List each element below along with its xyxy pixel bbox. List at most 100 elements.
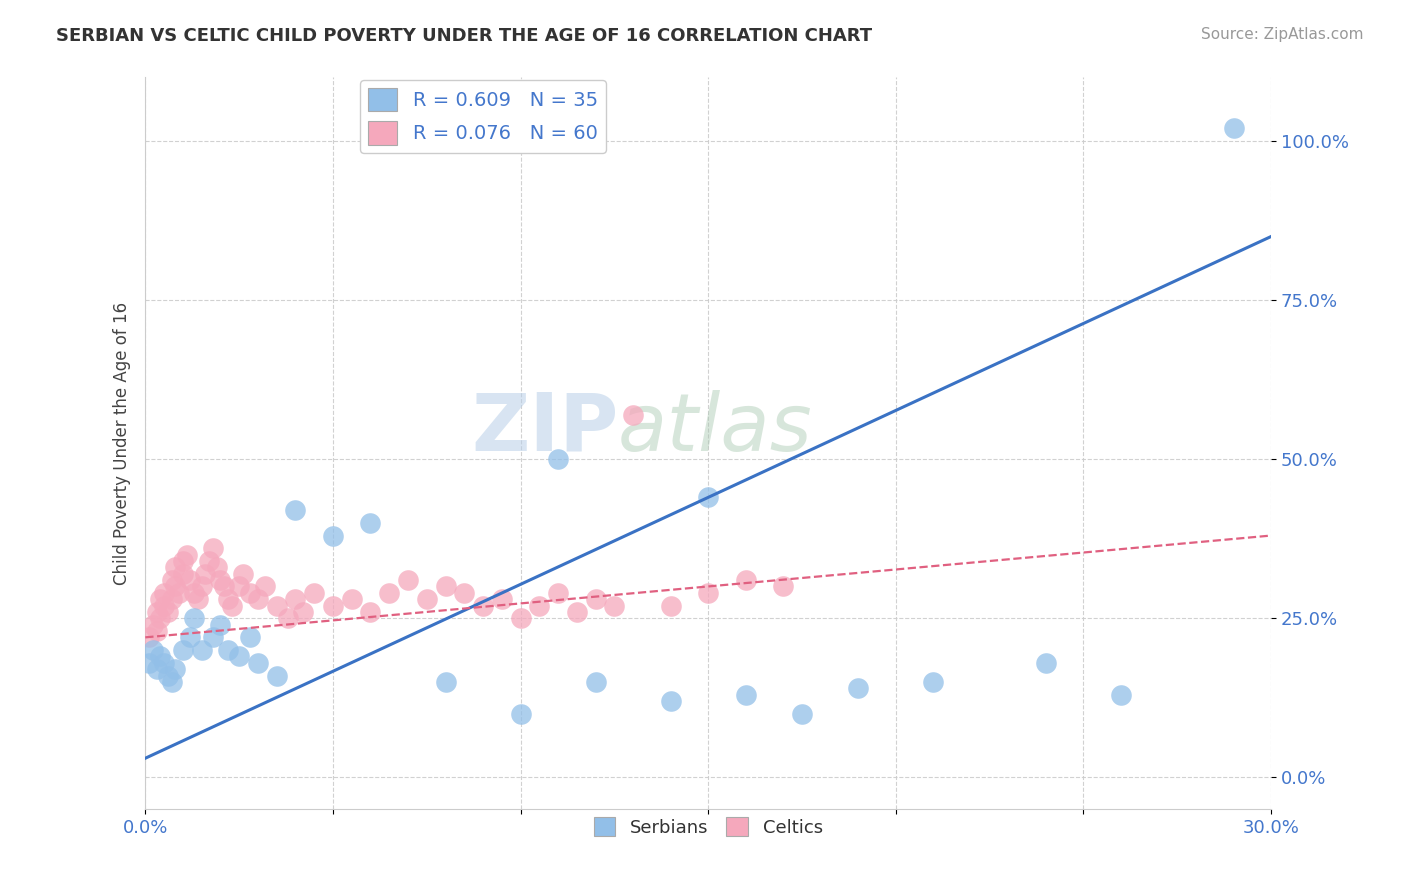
Point (772, 579, 794, 593)
Point (254, 579, 277, 593)
Point (228, 579, 250, 593)
Point (142, 617, 165, 632)
Point (217, 643, 239, 657)
Point (209, 573, 232, 587)
Point (165, 579, 187, 593)
Text: SERBIAN VS CELTIC CHILD POVERTY UNDER THE AGE OF 16 CORRELATION CHART: SERBIAN VS CELTIC CHILD POVERTY UNDER TH… (56, 27, 872, 45)
Point (246, 592, 269, 607)
Point (153, 586, 176, 600)
Text: Source: ZipAtlas.com: Source: ZipAtlas.com (1201, 27, 1364, 42)
Point (603, 599, 626, 613)
Point (453, 586, 475, 600)
Point (179, 631, 201, 645)
Legend: Serbians, Celtics: Serbians, Celtics (586, 810, 830, 844)
Point (266, 599, 288, 613)
Point (165, 560, 187, 574)
Point (284, 592, 307, 607)
Point (187, 592, 209, 607)
Point (160, 592, 183, 607)
Point (1109, 688, 1132, 702)
Point (509, 611, 531, 625)
Point (359, 516, 381, 530)
Point (846, 681, 869, 696)
Point (156, 668, 179, 682)
Point (1035, 656, 1057, 670)
Y-axis label: Child Poverty Under the Age of 16: Child Poverty Under the Age of 16 (114, 301, 131, 585)
Point (138, 656, 160, 670)
Point (145, 605, 167, 619)
Point (302, 586, 325, 600)
Point (217, 592, 239, 607)
Point (228, 649, 250, 664)
Point (160, 573, 183, 587)
Point (547, 586, 569, 600)
Point (194, 566, 217, 581)
Point (201, 631, 224, 645)
Point (153, 656, 176, 670)
Point (198, 554, 221, 568)
Point (734, 573, 756, 587)
Point (145, 624, 167, 638)
Point (322, 528, 344, 542)
Point (547, 452, 569, 467)
Text: atlas: atlas (619, 390, 813, 467)
Point (172, 643, 194, 657)
Point (172, 566, 194, 581)
Point (434, 579, 457, 593)
Point (509, 706, 531, 721)
Point (291, 605, 314, 619)
Point (659, 694, 682, 708)
Point (697, 491, 720, 505)
Point (922, 674, 945, 689)
Point (790, 706, 813, 721)
Point (167, 586, 190, 600)
Point (246, 656, 269, 670)
Point (221, 599, 243, 613)
Point (149, 592, 172, 607)
Point (172, 554, 194, 568)
Point (322, 599, 344, 613)
Point (201, 541, 224, 556)
Point (529, 599, 551, 613)
Point (416, 592, 439, 607)
Point (190, 579, 212, 593)
Point (434, 674, 457, 689)
Point (239, 586, 262, 600)
Point (472, 599, 495, 613)
Text: ZIP: ZIP (471, 390, 619, 467)
Point (165, 662, 187, 676)
Point (659, 599, 682, 613)
Point (145, 662, 167, 676)
Point (190, 643, 212, 657)
Point (156, 605, 179, 619)
Point (359, 605, 381, 619)
Point (585, 592, 607, 607)
Point (340, 592, 363, 607)
Point (183, 611, 205, 625)
Point (396, 573, 419, 587)
Point (697, 586, 720, 600)
Point (266, 668, 288, 682)
Point (621, 408, 644, 422)
Point (153, 599, 176, 613)
Point (284, 503, 307, 517)
Point (565, 605, 588, 619)
Point (239, 631, 262, 645)
Point (183, 586, 205, 600)
Point (378, 586, 401, 600)
Point (277, 611, 299, 625)
Point (491, 592, 513, 607)
Point (232, 566, 254, 581)
Point (1222, 121, 1244, 136)
Point (212, 579, 235, 593)
Point (585, 674, 607, 689)
Point (205, 560, 228, 574)
Point (179, 573, 201, 587)
Point (138, 631, 160, 645)
Point (209, 617, 232, 632)
Point (176, 548, 198, 562)
Point (149, 649, 172, 664)
Point (734, 688, 756, 702)
Point (160, 674, 183, 689)
Point (149, 611, 172, 625)
